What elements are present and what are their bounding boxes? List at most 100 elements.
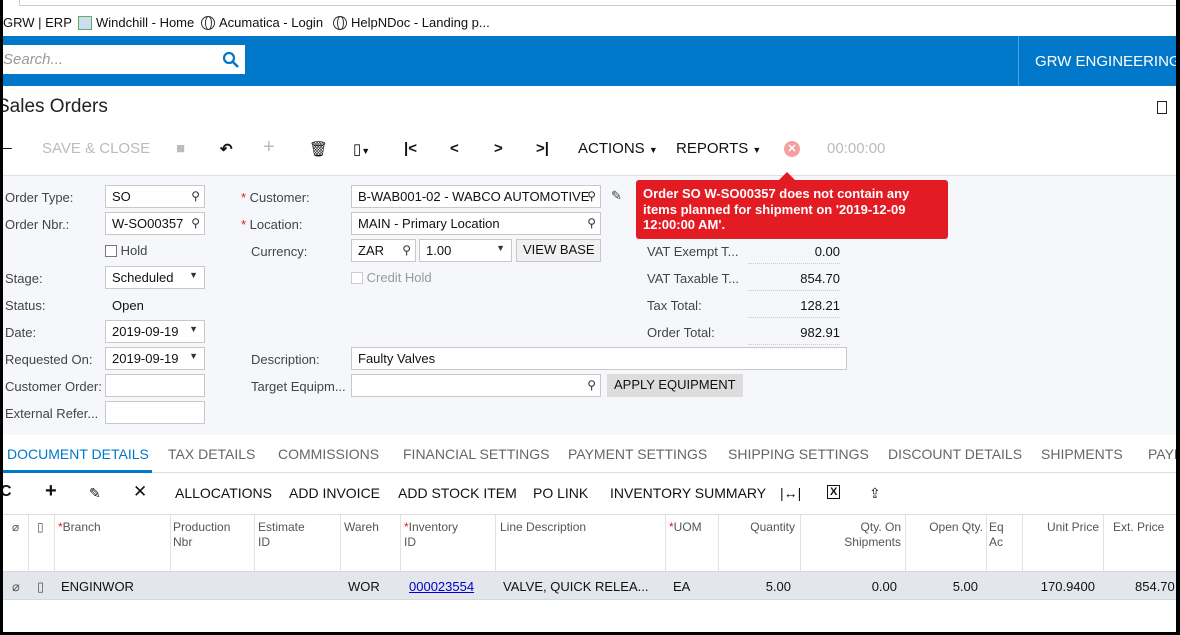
back-icon[interactable]: ⊢ xyxy=(3,141,14,158)
save-close-button[interactable]: SAVE & CLOSE xyxy=(42,140,151,157)
cell-unit-price[interactable]: 170.9400 xyxy=(1040,579,1095,594)
customer-order-field[interactable] xyxy=(105,374,205,397)
top-header: Search... GRW ENGINEERING xyxy=(3,36,1176,86)
edit-icon[interactable]: ✎ xyxy=(611,188,622,203)
cell-uom[interactable]: EA xyxy=(673,579,691,594)
cell-open-qty[interactable]: 5.00 xyxy=(952,579,978,594)
tab-payments[interactable]: PAYM xyxy=(1148,446,1176,462)
currency-field[interactable]: ZAR ⚲ xyxy=(351,239,416,262)
add-icon[interactable]: + xyxy=(263,136,275,158)
save-icon[interactable]: ■ xyxy=(176,140,186,157)
tab-tax-details[interactable]: TAX DETAILS xyxy=(168,446,256,462)
cell-quantity[interactable]: 5.00 xyxy=(765,579,791,594)
tab-shipments[interactable]: SHIPMENTS xyxy=(1041,446,1123,462)
attachment-icon[interactable]: ⌀ xyxy=(12,579,20,594)
tab-financial-settings[interactable]: FINANCIAL SETTINGS xyxy=(403,446,550,462)
allocations-button[interactable]: ALLOCATIONS xyxy=(175,485,272,501)
apply-equipment-button[interactable]: APPLY EQUIPMENT xyxy=(607,374,743,397)
tab-document-details[interactable]: DOCUMENT DETAILS xyxy=(7,446,149,462)
hold-checkbox[interactable]: Hold xyxy=(105,243,147,258)
location-field[interactable]: MAIN - Primary Location ⚲ xyxy=(351,212,601,235)
tax-total-label: Tax Total: xyxy=(647,298,702,313)
reports-menu[interactable]: REPORTS ▼ xyxy=(676,140,762,157)
windchill-icon xyxy=(78,15,92,30)
fit-columns-icon[interactable]: |↔| xyxy=(780,485,802,501)
bookmark-helpndoc[interactable]: HelpNDoc - Landing p... xyxy=(333,15,490,30)
col-line-description[interactable]: Line Description xyxy=(500,520,587,534)
status-value: Open xyxy=(112,298,144,313)
cell-ext-price[interactable]: 854.70 xyxy=(1135,579,1175,594)
date-field[interactable]: 2019-09-19 ▼ xyxy=(105,320,205,343)
copy-paste-icon[interactable]: ▯▼ xyxy=(353,141,371,158)
requested-on-field[interactable]: 2019-09-19 ▼ xyxy=(105,347,205,370)
col-ext-price[interactable]: Ext. Price xyxy=(1113,520,1165,534)
cell-qty-on-shipments[interactable]: 0.00 xyxy=(871,579,897,594)
delete-icon[interactable]: 🗑 xyxy=(309,141,329,158)
actions-menu[interactable]: ACTIONS ▼ xyxy=(578,140,658,157)
add-stock-item-button[interactable]: ADD STOCK ITEM xyxy=(398,485,517,501)
col-equipment-action[interactable]: Eq Ac xyxy=(989,520,1004,549)
table-row[interactable] xyxy=(3,571,1176,600)
bookmark-acumatica[interactable]: Acumatica - Login xyxy=(201,15,323,30)
add-invoice-button[interactable]: ADD INVOICE xyxy=(289,485,381,501)
col-qty-on-shipments[interactable]: Qty. On Shipments xyxy=(844,520,901,549)
cell-warehouse[interactable]: WOR xyxy=(348,579,380,594)
view-base-button[interactable]: VIEW BASE xyxy=(516,239,601,262)
col-estimate-id[interactable]: Estimate ID xyxy=(258,520,305,549)
stage-select[interactable]: Scheduled ▼ xyxy=(105,266,205,289)
refresh-icon[interactable]: C xyxy=(3,483,12,500)
cell-line-description[interactable]: VALVE, QUICK RELEA... xyxy=(503,579,649,594)
search-input[interactable]: Search... xyxy=(3,45,245,74)
col-uom[interactable]: *UOM xyxy=(669,520,702,534)
description-field[interactable]: Faulty Valves xyxy=(351,347,847,370)
col-open-qty[interactable]: Open Qty. xyxy=(929,520,983,534)
location-label: * Location: xyxy=(241,217,303,232)
col-inventory-id[interactable]: *Inventory ID xyxy=(404,520,459,549)
order-type-field[interactable]: SO ⚲ xyxy=(105,185,205,208)
tab-discount-details[interactable]: DISCOUNT DETAILS xyxy=(888,446,1023,462)
last-record-icon[interactable]: >| xyxy=(536,140,549,157)
add-row-icon[interactable]: + xyxy=(45,480,57,502)
search-icon: ⚲ xyxy=(587,378,596,392)
company-name[interactable]: GRW ENGINEERING xyxy=(1035,53,1176,70)
delete-row-icon[interactable]: ✕ xyxy=(133,482,148,501)
globe-icon xyxy=(201,15,215,30)
col-warehouse[interactable]: Wareh xyxy=(344,520,379,534)
previous-record-icon[interactable]: < xyxy=(450,140,459,157)
page-title: Sales Orders xyxy=(3,96,108,117)
col-production-nbr[interactable]: Production Nbr xyxy=(173,520,231,549)
upload-icon[interactable]: ⇪ xyxy=(869,485,881,501)
note-icon[interactable]: ▯ xyxy=(37,579,45,594)
order-nbr-field[interactable]: W-SO00357 ⚲ xyxy=(105,212,205,235)
tab-commissions[interactable]: COMMISSIONS xyxy=(278,446,380,462)
search-icon[interactable] xyxy=(222,51,239,68)
po-link-button[interactable]: PO LINK xyxy=(533,485,589,501)
credit-hold-checkbox[interactable]: Credit Hold xyxy=(351,270,432,285)
next-record-icon[interactable]: > xyxy=(494,140,503,157)
vat-taxable-label: VAT Taxable T... xyxy=(647,271,740,286)
edit-icon[interactable]: ✎ xyxy=(89,485,101,501)
bookmark-windchill[interactable]: Windchill - Home xyxy=(78,15,194,30)
first-record-icon[interactable]: |< xyxy=(404,140,417,157)
undo-icon[interactable]: ↶ xyxy=(220,141,233,158)
inventory-summary-button[interactable]: INVENTORY SUMMARY xyxy=(610,485,767,501)
tab-payment-settings[interactable]: PAYMENT SETTINGS xyxy=(568,446,708,462)
globe-icon xyxy=(333,15,347,30)
currency-rate-select[interactable]: 1.00 ▼ xyxy=(419,239,512,262)
cell-inventory-id-link[interactable]: 000023554 xyxy=(409,579,475,594)
cell-branch[interactable]: ENGINWOR xyxy=(61,579,134,594)
external-ref-label: External Refer... xyxy=(5,406,99,421)
error-tooltip: Order SO W-SO00357 does not contain any … xyxy=(636,172,948,239)
col-unit-price[interactable]: Unit Price xyxy=(1046,520,1099,534)
col-branch[interactable]: *Branch xyxy=(58,520,101,534)
target-equipment-field[interactable]: ⚲ xyxy=(351,374,601,397)
external-ref-field[interactable] xyxy=(105,401,205,424)
col-quantity[interactable]: Quantity xyxy=(750,520,795,534)
notes-icon[interactable] xyxy=(1157,101,1167,114)
tab-shipping-settings[interactable]: SHIPPING SETTINGS xyxy=(728,446,869,462)
customer-field[interactable]: B-WAB001-02 - WABCO AUTOMOTIVE ⚲ xyxy=(351,185,601,208)
export-excel-icon[interactable]: X xyxy=(827,485,841,499)
search-icon: ⚲ xyxy=(191,189,200,203)
error-icon[interactable]: ✕ xyxy=(784,141,800,157)
bookmark-grw-erp[interactable]: GRW | ERP xyxy=(3,15,72,30)
